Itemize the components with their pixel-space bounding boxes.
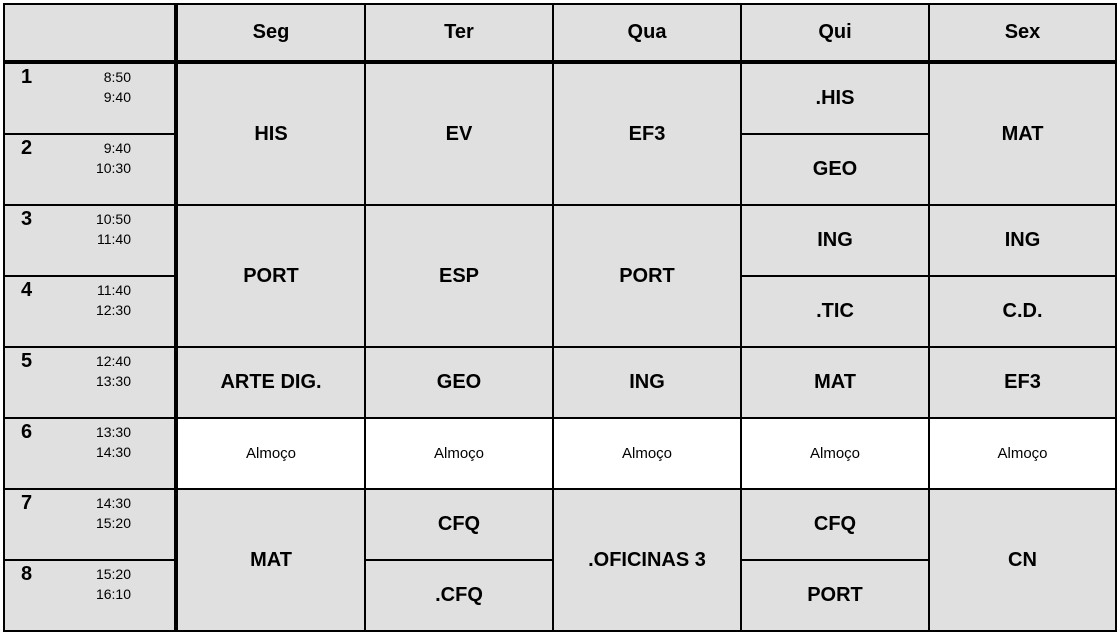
- period-number: 6: [21, 421, 33, 443]
- period-time: 14:30 15:20: [91, 493, 131, 533]
- class-cell: GEO: [742, 135, 930, 206]
- class-cell: ARTE DIG.: [178, 348, 366, 419]
- class-cell: EF3: [930, 348, 1117, 419]
- class-cell: .OFICINAS 3: [554, 490, 742, 632]
- period-time: 10:50 11:40: [91, 209, 131, 249]
- class-cell: PORT: [554, 206, 742, 348]
- period-end-time: 11:40: [97, 231, 131, 247]
- header-corner: [5, 5, 178, 64]
- day-header-sex: Sex: [930, 5, 1117, 64]
- period-end-time: 14:30: [95, 444, 131, 460]
- lunch-cell: Almoço: [178, 419, 366, 490]
- lunch-cell: Almoço: [366, 419, 554, 490]
- period-time: 8:50 9:40: [91, 67, 131, 107]
- period-time: 9:40 10:30: [91, 138, 131, 178]
- class-cell: PORT: [178, 206, 366, 348]
- period-time: 12:40 13:30: [91, 351, 131, 391]
- period-end-time: 12:30: [95, 302, 131, 318]
- period-cell: 2 9:40 10:30: [5, 135, 178, 206]
- period-end-time: 9:40: [103, 89, 131, 105]
- class-cell: EF3: [554, 64, 742, 206]
- period-end-time: 16:10: [95, 586, 131, 602]
- period-number: 7: [21, 492, 33, 514]
- period-start-time: 11:40: [97, 282, 131, 298]
- class-cell: EV: [366, 64, 554, 206]
- class-cell: .HIS: [742, 64, 930, 135]
- period-cell: 4 11:40 12:30: [5, 277, 178, 348]
- class-cell: CFQ: [742, 490, 930, 561]
- day-header-qui: Qui: [742, 5, 930, 64]
- period-cell: 7 14:30 15:20: [5, 490, 178, 561]
- period-start-time: 15:20: [95, 566, 131, 582]
- period-cell: 3 10:50 11:40: [5, 206, 178, 277]
- period-number: 4: [21, 279, 33, 301]
- period-start-time: 12:40: [95, 353, 131, 369]
- class-cell: ING: [742, 206, 930, 277]
- period-start-time: 9:40: [103, 140, 131, 156]
- class-cell: CFQ: [366, 490, 554, 561]
- period-start-time: 10:50: [95, 211, 131, 227]
- period-number: 8: [21, 563, 33, 585]
- class-cell: .CFQ: [366, 561, 554, 632]
- class-cell: ING: [554, 348, 742, 419]
- class-cell: CN: [930, 490, 1117, 632]
- class-cell: ESP: [366, 206, 554, 348]
- class-cell: GEO: [366, 348, 554, 419]
- class-cell: C.D.: [930, 277, 1117, 348]
- period-cell: 6 13:30 14:30: [5, 419, 178, 490]
- class-cell: MAT: [178, 490, 366, 632]
- period-number: 1: [21, 66, 33, 88]
- day-header-ter: Ter: [366, 5, 554, 64]
- period-start-time: 8:50: [103, 69, 131, 85]
- class-cell: ING: [930, 206, 1117, 277]
- lunch-cell: Almoço: [930, 419, 1117, 490]
- class-cell: HIS: [178, 64, 366, 206]
- period-number: 3: [21, 208, 33, 230]
- period-number: 5: [21, 350, 33, 372]
- period-time: 13:30 14:30: [91, 422, 131, 462]
- timetable: Seg Ter Qua Qui Sex 1 8:50 9:40 2 9:40 10:30 3 10:50…: [3, 3, 1117, 632]
- class-cell: PORT: [742, 561, 930, 632]
- period-end-time: 15:20: [95, 515, 131, 531]
- period-cell: 1 8:50 9:40: [5, 64, 178, 135]
- period-time: 15:20 16:10: [91, 564, 131, 604]
- day-header-seg: Seg: [178, 5, 366, 64]
- period-end-time: 13:30: [95, 373, 131, 389]
- class-cell: MAT: [742, 348, 930, 419]
- lunch-cell: Almoço: [742, 419, 930, 490]
- period-end-time: 10:30: [95, 160, 131, 176]
- period-number: 2: [21, 137, 33, 159]
- class-cell: .TIC: [742, 277, 930, 348]
- period-time: 11:40 12:30: [91, 280, 131, 320]
- day-header-qua: Qua: [554, 5, 742, 64]
- period-start-time: 13:30: [95, 424, 131, 440]
- period-start-time: 14:30: [95, 495, 131, 511]
- period-cell: 8 15:20 16:10: [5, 561, 178, 632]
- period-cell: 5 12:40 13:30: [5, 348, 178, 419]
- class-cell: MAT: [930, 64, 1117, 206]
- lunch-cell: Almoço: [554, 419, 742, 490]
